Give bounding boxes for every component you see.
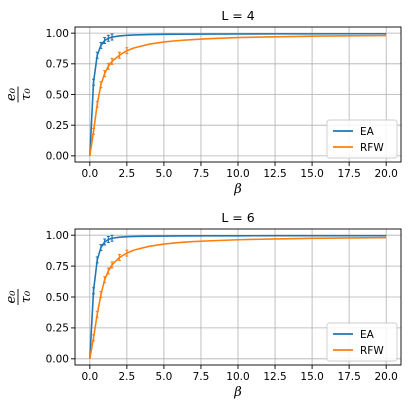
- y-label-numerator: e₀: [4, 290, 19, 304]
- x-tick-label: 5.0: [156, 168, 173, 180]
- x-tick-label: 15.0: [300, 168, 323, 180]
- x-tick-label: 0.0: [81, 168, 98, 180]
- legend-label-ea: EA: [360, 126, 375, 138]
- x-axis-label: β: [233, 385, 242, 400]
- x-tick-label: 10.0: [226, 168, 249, 180]
- x-tick-label: 17.5: [337, 371, 360, 383]
- y-tick-label: 0.00: [46, 151, 69, 163]
- x-tick-label: 12.5: [263, 168, 286, 180]
- x-axis-label: β: [233, 182, 242, 197]
- x-tick-label: 15.0: [300, 371, 323, 383]
- legend-label-rfw: RFW: [360, 142, 384, 154]
- y-tick-label: 0.00: [46, 354, 69, 366]
- y-tick-label: 0.75: [46, 59, 69, 71]
- y-axis-label: e₀ τ₀: [4, 289, 34, 305]
- y-tick-label: 0.50: [46, 89, 69, 101]
- legend-box: [326, 119, 398, 159]
- y-tick-label: 0.25: [46, 120, 69, 132]
- y-tick-label: 1.00: [46, 230, 69, 242]
- y-tick-label: 1.00: [46, 28, 69, 40]
- series-line-rfw: [89, 236, 387, 359]
- x-tick-label: 7.5: [193, 371, 210, 383]
- x-tick-label: 0.0: [81, 371, 98, 383]
- legend: EA RFW: [326, 119, 398, 159]
- series-line-rfw: [89, 34, 387, 156]
- legend-label-ea: EA: [360, 329, 375, 341]
- legend-box: [326, 322, 398, 362]
- y-label-numerator: e₀: [4, 87, 19, 101]
- x-tick-label: 20.0: [374, 168, 397, 180]
- y-tick-label: 0.75: [46, 261, 69, 273]
- x-tick-label: 2.5: [119, 168, 136, 180]
- legend: EA RFW: [326, 322, 398, 362]
- chart-panel-2: 0.0 2.5 5.0 7.5 10.0 12.5 15.0 17.5 20.0 0.00 0.25…: [4, 210, 402, 400]
- y-tick-label: 0.50: [46, 292, 69, 304]
- x-tick-label: 17.5: [337, 168, 360, 180]
- chart-panel-1: 0.0 2.5 5.0 7.5 10.0 12.5 15.0 17.5 20.0 0.00 0.25…: [4, 8, 402, 197]
- x-tick-label: 10.0: [226, 371, 249, 383]
- legend-label-rfw: RFW: [360, 345, 384, 357]
- x-tick-label: 7.5: [193, 168, 210, 180]
- x-tick-label: 20.0: [374, 371, 397, 383]
- x-tick-label: 5.0: [156, 371, 173, 383]
- y-tick-label: 0.25: [46, 323, 69, 335]
- y-label-denominator: τ₀: [19, 88, 34, 101]
- x-tick-label: 2.5: [119, 371, 136, 383]
- y-axis-label: e₀ τ₀: [4, 86, 34, 103]
- chart-title: L = 6: [221, 210, 254, 225]
- x-tick-label: 12.5: [263, 371, 286, 383]
- chart-title: L = 4: [221, 8, 254, 23]
- y-label-denominator: τ₀: [19, 290, 34, 303]
